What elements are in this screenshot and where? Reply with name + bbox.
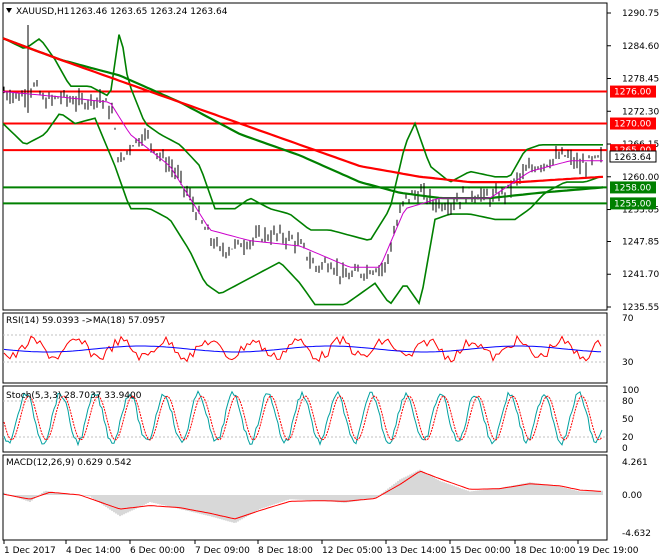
ma-green — [2, 37, 604, 200]
price-tick-label: 1272.30 — [622, 107, 659, 117]
bollinger-lower — [2, 113, 604, 306]
time-tick-label: 13 Dec 14:00 — [386, 546, 447, 556]
macd-panel[interactable]: MACD(12,26,9) 0.629 0.542 — [2, 454, 608, 541]
level-tag-label: 1255.00 — [614, 199, 651, 209]
macd-series — [3, 469, 603, 523]
stoch-tick-50: 50 — [622, 415, 634, 425]
stoch-tick-100: 100 — [622, 386, 639, 396]
stoch-signal-line — [3, 395, 603, 441]
price-tick-label: 1290.75 — [622, 9, 659, 19]
current-price-value: 1263.64 — [614, 153, 651, 163]
macd-tick-zero: 0.00 — [622, 491, 642, 501]
time-tick-label: 12 Dec 05:00 — [322, 546, 383, 556]
price-tick-label: 1260.00 — [622, 173, 659, 183]
stoch-series — [3, 390, 603, 447]
rsi-tick-70: 70 — [622, 314, 634, 324]
price-tick-label: 1278.45 — [622, 75, 659, 85]
ma-red — [2, 37, 604, 184]
level-tag-box — [610, 85, 656, 98]
level-tag-box — [610, 117, 656, 130]
price-panel-frame — [2, 2, 608, 311]
level-tag-label: 1270.00 — [614, 120, 651, 130]
rsi-tick-30: 30 — [622, 358, 634, 368]
level-tag-label: 1276.00 — [614, 88, 651, 98]
current-price-tag: 1263.64 — [609, 150, 657, 163]
time-tick-label: 7 Dec 09:00 — [195, 546, 250, 556]
chart-title: XAUUSD,H1 1263.46 1263.65 1263.24 1263.6… — [6, 7, 228, 17]
stoch-main-line — [3, 390, 603, 447]
price-series — [2, 24, 604, 306]
ma-fast — [2, 91, 603, 268]
macd-tick-top: 4.261 — [622, 458, 648, 468]
rsi-panel[interactable]: RSI(14) 59.0393 ->MA(18) 57.0957 — [2, 312, 608, 384]
rsi-line — [3, 334, 602, 363]
price-tick-label: 1235.55 — [622, 303, 659, 313]
time-tick-label: 19 Dec 19:00 — [578, 546, 639, 556]
level-tag-box — [610, 197, 656, 210]
stoch-panel-frame — [2, 385, 608, 453]
stoch-tick-0: 0 — [622, 444, 628, 454]
stoch-tick-80: 80 — [622, 397, 634, 407]
time-tick-label: 8 Dec 18:00 — [258, 546, 313, 556]
bollinger-upper — [2, 34, 603, 241]
price-panel[interactable]: XAUUSD,H1 1263.46 1263.65 1263.24 1263.6… — [2, 2, 608, 311]
stoch-panel[interactable]: Stoch(5,3,3) 28.7037 33.9400 — [2, 385, 608, 453]
price-tick-label: 1247.85 — [622, 237, 659, 247]
stoch-tick-20: 20 — [622, 433, 634, 443]
macd-panel-frame — [2, 454, 608, 541]
rsi-ma-line — [3, 345, 602, 353]
macd-signal-line — [3, 470, 602, 520]
ohlc-values: 1263.46 1263.65 1263.24 1263.64 — [70, 7, 228, 17]
level-tag-label: 1258.00 — [614, 183, 651, 193]
level-tag-box — [610, 181, 656, 194]
price-tick-label: 1284.60 — [622, 42, 659, 52]
symbol-label: XAUUSD,H1 — [16, 7, 70, 17]
price-tick-label: 1253.85 — [622, 206, 659, 216]
time-tick-label: 4 Dec 14:00 — [66, 546, 121, 556]
time-tick-label: 6 Dec 00:00 — [130, 546, 185, 556]
rsi-series — [3, 334, 602, 363]
price-tick-label: 1241.70 — [622, 270, 659, 280]
rsi-label: RSI(14) 59.0393 ->MA(18) 57.0957 — [6, 316, 165, 326]
collapse-triangle-icon — [6, 8, 12, 13]
macd-label: MACD(12,26,9) 0.629 0.542 — [6, 458, 132, 468]
current-price-box — [609, 150, 657, 163]
stoch-label: Stoch(5,3,3) 28.7037 33.9400 — [6, 391, 142, 401]
time-axis: 1 Dec 2017 4 Dec 14:00 6 Dec 00:00 7 Dec 09… — [3, 540, 639, 556]
macd-tick-bottom: -4.632 — [622, 529, 651, 539]
time-tick-label: 1 Dec 2017 — [4, 546, 56, 556]
time-tick-label: 18 Dec 10:00 — [515, 546, 576, 556]
time-tick-label: 15 Dec 00:00 — [450, 546, 511, 556]
rsi-panel-frame — [2, 312, 608, 384]
